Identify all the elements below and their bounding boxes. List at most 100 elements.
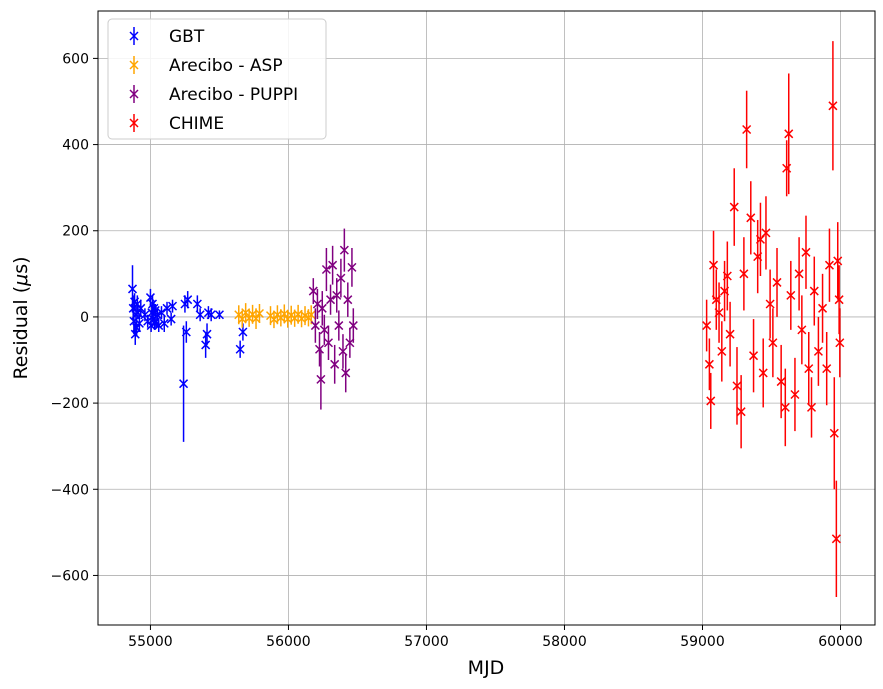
series-3	[702, 41, 845, 597]
data-point	[159, 318, 169, 328]
data-point	[181, 327, 191, 337]
data-point	[739, 269, 749, 279]
data-point	[341, 368, 351, 378]
data-point	[806, 402, 817, 412]
data-point	[736, 407, 746, 417]
data-point	[717, 346, 727, 356]
data-point	[834, 295, 844, 305]
data-point	[345, 338, 355, 348]
data-series	[127, 41, 845, 597]
data-point	[328, 260, 338, 270]
data-point	[801, 247, 811, 257]
data-point	[797, 325, 807, 335]
data-point	[804, 364, 814, 374]
axis-ticks: 55000 56000 57000 58000 59000 60000 −600 −400 −2…	[51, 51, 863, 650]
data-point	[179, 379, 189, 389]
data-point	[835, 338, 845, 348]
data-point	[772, 277, 782, 287]
data-point	[316, 374, 326, 384]
x-tick-label: 59000	[680, 634, 725, 650]
data-point	[238, 327, 248, 337]
data-point	[154, 321, 164, 331]
legend-entry: GBT	[129, 27, 205, 47]
data-point	[241, 308, 251, 318]
data-point	[269, 314, 279, 325]
data-point	[742, 124, 752, 135]
x-tick-label: 55000	[128, 634, 173, 650]
data-point	[167, 301, 178, 311]
data-point	[828, 101, 838, 111]
legend-box	[107, 18, 327, 140]
x-tick-label: 57000	[404, 634, 449, 650]
data-point	[314, 344, 325, 354]
legend-label: Arecibo - ASP	[169, 56, 283, 76]
y-tick-label: 0	[80, 310, 89, 326]
data-point	[768, 338, 778, 348]
data-point	[330, 359, 340, 369]
data-point	[214, 310, 224, 320]
data-point	[319, 325, 329, 335]
data-point	[813, 346, 823, 356]
data-point	[829, 428, 839, 438]
y-tick-label: 200	[62, 224, 89, 240]
legend-label: Arecibo - PUPPI	[169, 85, 298, 105]
data-point	[824, 260, 834, 270]
legend-marker	[129, 31, 139, 41]
data-point	[347, 262, 357, 272]
legend-marker	[129, 89, 139, 99]
data-point	[134, 318, 144, 328]
data-point	[765, 299, 775, 309]
legend: GBT Arecibo - ASP Arecibo - PUPPI CHIME	[107, 18, 327, 140]
data-point	[306, 310, 316, 320]
series-0	[127, 265, 248, 442]
series-1	[234, 303, 316, 329]
legend-marker	[129, 60, 139, 70]
data-point	[761, 228, 771, 238]
x-tick-label: 58000	[542, 634, 587, 650]
y-tick-label: −600	[51, 568, 89, 584]
data-point	[308, 286, 318, 296]
legend-entry: Arecibo - PUPPI	[129, 85, 298, 105]
data-point	[708, 260, 719, 270]
data-point	[784, 129, 794, 139]
data-point	[722, 271, 732, 281]
data-point	[332, 290, 342, 300]
data-point	[706, 396, 716, 406]
data-point	[195, 310, 205, 320]
data-point	[339, 245, 349, 255]
data-point	[202, 329, 212, 339]
data-point	[323, 338, 334, 348]
data-point	[192, 299, 202, 309]
data-point	[326, 295, 336, 305]
y-tick-label: 600	[62, 51, 89, 67]
data-point	[831, 534, 841, 544]
data-point	[704, 359, 714, 369]
data-point	[279, 309, 289, 319]
y-tick-label: 400	[62, 138, 89, 154]
data-point	[201, 340, 211, 350]
series-2	[308, 228, 358, 410]
data-point	[702, 321, 712, 331]
data-point	[162, 303, 172, 313]
legend-label: GBT	[169, 27, 205, 47]
legend-label: CHIME	[169, 114, 224, 134]
data-point	[714, 308, 724, 318]
legend-marker	[129, 118, 139, 128]
data-point	[310, 321, 320, 331]
data-point	[786, 290, 796, 300]
data-point	[254, 308, 265, 319]
data-point	[822, 364, 832, 374]
x-tick-label: 60000	[818, 634, 863, 650]
plot-frame	[97, 10, 876, 626]
x-tick-label: 56000	[266, 634, 311, 650]
data-point	[127, 284, 138, 294]
data-point	[334, 321, 344, 331]
data-point	[833, 256, 843, 266]
y-tick-label: −200	[51, 396, 89, 412]
y-axis-label: Residual (μs)	[10, 256, 32, 379]
legend-entry: CHIME	[129, 114, 224, 134]
data-point	[746, 213, 756, 223]
data-point	[725, 329, 735, 339]
data-point	[343, 295, 353, 305]
